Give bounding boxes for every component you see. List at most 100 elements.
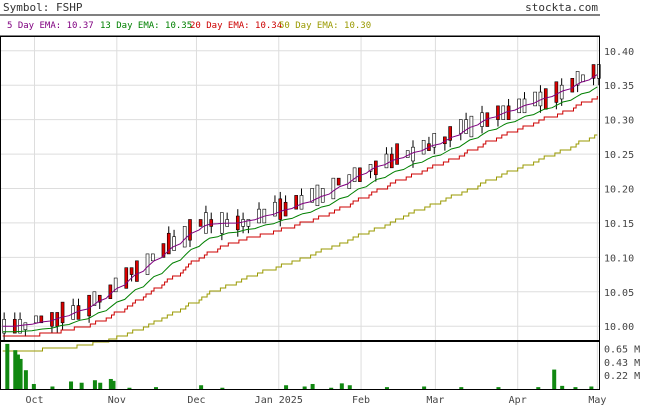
chart-marks [2,64,601,389]
candle-body [384,153,389,169]
y-tick-label: 10.35 [604,81,634,92]
volume-bar [220,387,225,389]
volume-bar [111,380,116,389]
ema-line-50 [2,134,598,352]
volume-bar [384,387,389,389]
candle-body [315,184,320,207]
candle-body [368,164,373,172]
brand-label: stockta.com [525,1,598,14]
candle-body [241,219,245,227]
legend-ema20: 20 Day EMA: 10.34 [190,21,282,31]
candle-body [273,201,277,217]
candle-body [34,315,38,324]
symbol-label: Symbol: FSHP [3,1,83,14]
volume-bar [302,386,307,389]
candle-body [517,98,521,114]
candle-body [299,195,304,210]
candle-body [405,150,410,158]
candle-body [278,198,283,220]
candle-body [458,119,463,134]
candle-body [246,219,251,227]
x-tick-label: Jan 2025 [255,395,303,406]
candle-body [395,143,399,165]
x-tick-label: Dec [187,395,205,406]
candle-body [71,305,75,320]
y-tick-label: 10.25 [604,150,634,161]
chart-axes: 10.40 10.35 10.30 10.25 10.20 10.15 10.10 10.05… [25,47,640,406]
candle-body [464,119,468,134]
volume-bar [98,382,103,389]
candle-body [172,236,176,251]
volume-bar [5,343,10,389]
volume-tick-label: 0.65 M [604,344,640,355]
ema-line-5 [2,74,598,327]
volume-bar [79,382,84,389]
volume-bar [69,381,74,389]
candle-body [432,133,437,148]
x-tick-label: Oct [25,395,43,406]
x-tick-label: Nov [108,395,126,406]
x-tick-label: Mar [426,395,444,406]
candle-body [506,105,511,120]
candle-body [480,112,484,127]
candle-body [188,219,192,241]
volume-bar [339,383,344,389]
candle-body [496,105,500,120]
y-tick-label: 10.05 [604,288,634,299]
candle-body [352,167,357,182]
volume-bar [92,380,97,389]
candle-body [50,312,54,327]
candle-body [145,253,150,275]
y-tick-label: 10.30 [604,116,634,127]
volume-tick-label: 0.43 M [604,358,640,369]
y-tick-label: 10.10 [604,253,634,264]
candle-body [204,212,208,234]
candle-body [554,81,559,103]
volume-bar [422,386,427,389]
candle-body [166,232,171,255]
candle-body [411,146,415,162]
volume-bar [347,385,352,389]
volume-bar [18,358,23,389]
candle-body [310,188,314,203]
candle-body [543,88,548,110]
candle-body [294,195,298,210]
volume-bar [573,387,578,389]
candle-body [198,219,203,227]
volume-bar [13,350,18,389]
volume-bar [284,385,289,389]
candle-body [575,71,580,86]
candle-body [448,126,452,141]
volume-bar [199,385,204,389]
volume-bar [310,383,315,389]
candle-body [209,219,214,227]
volume-bar [496,387,501,389]
candle-body [129,267,134,275]
volume-bar [589,386,594,389]
volume-bar [15,354,20,389]
volume-tick-label: 0.22 M [604,371,640,382]
candle-body [97,294,102,303]
candle-body [161,243,166,258]
candle-body [331,177,336,200]
y-tick-label: 10.20 [604,185,634,196]
candle-body [87,294,91,317]
volume-bar [153,387,158,389]
candle-body [421,139,426,155]
volume-bar [536,387,541,389]
volume-bar [108,378,113,389]
candle-body [135,260,139,282]
candle-body [76,305,81,320]
x-tick-label: May [588,395,606,406]
candle-body [597,64,601,79]
candle-body [151,253,155,262]
y-tick-label: 10.40 [604,47,634,58]
volume-bar [127,387,132,389]
candle-body [60,301,65,324]
candle-body [23,322,28,330]
candle-body [39,315,44,324]
volume-bar [459,387,464,389]
x-tick-label: Feb [352,395,370,406]
volume-bar [23,370,28,389]
candle-body [581,74,585,83]
